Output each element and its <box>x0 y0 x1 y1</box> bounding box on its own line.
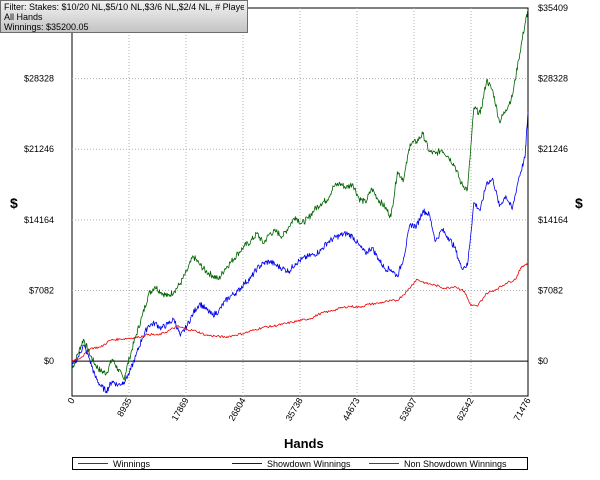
y-tick-label-right: $21246 <box>538 144 568 154</box>
grid-lines <box>72 8 528 396</box>
y-tick-label-left: $14164 <box>24 215 54 225</box>
y-tick-label-right: $14164 <box>538 215 568 225</box>
hand-scope-line: All Hands <box>4 12 43 22</box>
filter-info-box: Filter: Stakes: $10/20 NL,$5/10 NL,$3/6 … <box>0 0 248 33</box>
y-tick-label-left: $7082 <box>29 285 54 295</box>
series-lines <box>71 10 529 394</box>
x-tick-label: 8935 <box>115 396 134 418</box>
non-showdown-winnings-line <box>71 263 529 362</box>
winnings-line <box>71 10 529 381</box>
y-axis-label-left: $ <box>10 195 18 211</box>
chart-legend: Winnings Showdown Winnings Non Showdown … <box>72 457 528 470</box>
legend-swatch-showdown <box>232 463 262 464</box>
legend-label-showdown: Showdown Winnings <box>267 459 351 469</box>
total-winnings-line: Winnings: $35200.05 <box>4 22 89 32</box>
showdown-winnings-line <box>71 111 529 394</box>
x-tick-label: 71476 <box>512 396 533 423</box>
legend-swatch-winnings <box>78 463 108 464</box>
x-tick-label: 62542 <box>455 396 476 423</box>
y-tick-label-left: $28328 <box>24 74 54 84</box>
y-tick-label-left: $0 <box>44 356 54 366</box>
x-tick-label: 53607 <box>398 396 419 423</box>
x-tick-label: 26804 <box>227 396 248 423</box>
y-tick-label-right: $7082 <box>538 285 563 295</box>
legend-label-winnings: Winnings <box>113 459 151 469</box>
y-tick-label-right: $0 <box>538 356 548 366</box>
x-tick-label: 35738 <box>284 396 305 423</box>
y-axis-label-right: $ <box>575 195 583 211</box>
y-tick-label-right: $28328 <box>538 74 568 84</box>
x-tick-label: 44673 <box>341 396 362 423</box>
x-tick-label: 17869 <box>170 396 191 423</box>
y-tick-label-left: $21246 <box>24 144 54 154</box>
legend-label-non-showdown: Non Showdown Winnings <box>404 459 507 469</box>
legend-swatch-non-showdown <box>369 463 399 464</box>
x-tick-label: 0 <box>66 396 77 405</box>
plot-area-border <box>71 7 529 397</box>
filter-line: Filter: Stakes: $10/20 NL,$5/10 NL,$3/6 … <box>4 2 244 12</box>
y-tick-label-right: $35409 <box>538 3 568 13</box>
x-axis-label: Hands <box>284 436 324 451</box>
